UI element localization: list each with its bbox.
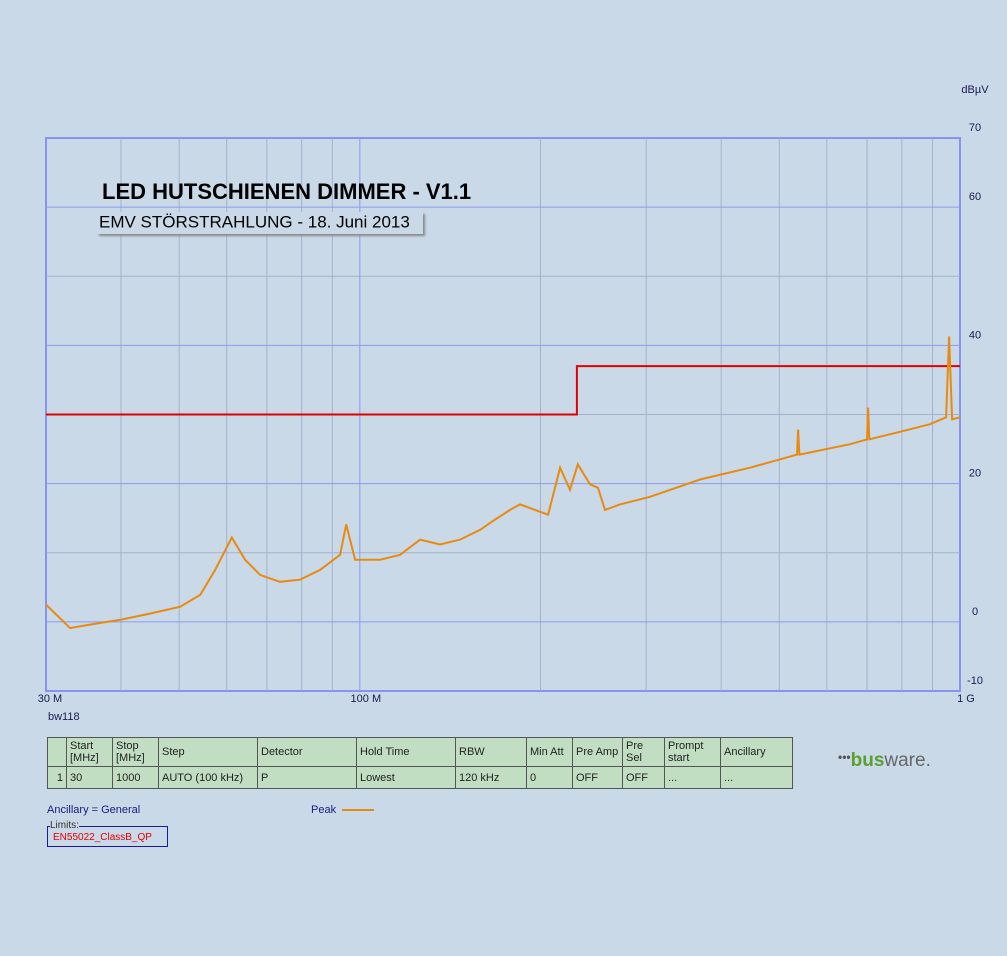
x-tick-label: 100 M (351, 693, 382, 705)
header-cell: Hold Time (356, 737, 456, 767)
limit-name: EN55022_ClassB_QP (53, 832, 152, 843)
header-cell: Stop [MHz] (112, 737, 159, 767)
header-cell: Start [MHz] (66, 737, 113, 767)
cell: 1000 (112, 766, 159, 789)
y-tick-label: 40 (969, 329, 981, 341)
header-cell: Step (158, 737, 258, 767)
series-line (46, 365, 960, 416)
y-tick-label: 60 (969, 191, 981, 203)
cell: 1 (47, 766, 67, 789)
header-cell: Min Att (526, 737, 573, 767)
header-cell: Prompt start (664, 737, 721, 767)
y-tick-label: 70 (969, 122, 981, 134)
cell: P (257, 766, 357, 789)
cell: ... (720, 766, 793, 789)
logo: •••busware. (838, 750, 931, 771)
cell: 120 kHz (455, 766, 527, 789)
logo-part: bus (850, 750, 885, 771)
y-tick-label: 20 (969, 468, 981, 480)
cell: AUTO (100 kHz) (158, 766, 258, 789)
chart: dBµV LED HUTSCHIENEN DIMMER - V1.1 EMV S… (38, 84, 989, 723)
cell: ... (664, 766, 721, 789)
sweep-name: bw118 (48, 711, 80, 723)
y-tick-label: 0 (972, 606, 978, 618)
chart-subtitle: EMV STÖRSTRAHLUNG - 18. Juni 2013 (99, 212, 410, 231)
cell: OFF (572, 766, 623, 789)
ancillary: Ancillary = General (47, 804, 141, 816)
table-row: 1 30 1000 AUTO (100 kHz) P Lowest 120 kHz 0 OFF O… (47, 766, 793, 789)
logo-part: ware. (884, 750, 931, 771)
header-cell: Ancillary (720, 737, 793, 767)
cell (47, 737, 67, 767)
legend-label: Peak (311, 804, 337, 816)
x-tick-label: 1 G (957, 693, 975, 705)
subtitle-box (97, 212, 423, 234)
chart-title: LED HUTSCHIENEN DIMMER - V1.1 (102, 179, 471, 204)
legend-swatch (342, 809, 375, 812)
cell: Lowest (356, 766, 456, 789)
cell: 0 (526, 766, 573, 789)
legend-peak: Peak (311, 804, 375, 816)
y-axis-label: dBµV (961, 84, 989, 96)
header-cell: Pre Amp (572, 737, 623, 767)
header-cell: Pre Sel (622, 737, 665, 767)
table-header: Start [MHz] Stop [MHz] Step Detector Hold Ti… (47, 737, 793, 767)
y-tick-label: -10 (967, 675, 983, 687)
limits-box: Limits: EN55022_ClassB_QP (47, 820, 168, 847)
series-line (45, 336, 961, 630)
header-cell: RBW (455, 737, 527, 767)
header-cell: Detector (257, 737, 357, 767)
cell: 30 (66, 766, 113, 789)
limits-label: Limits: (50, 820, 79, 831)
cell: OFF (622, 766, 665, 789)
settings-table: Start [MHz] Stop [MHz] Step Detector Hold Ti… (47, 737, 793, 789)
x-tick-label: 30 M (38, 693, 62, 705)
